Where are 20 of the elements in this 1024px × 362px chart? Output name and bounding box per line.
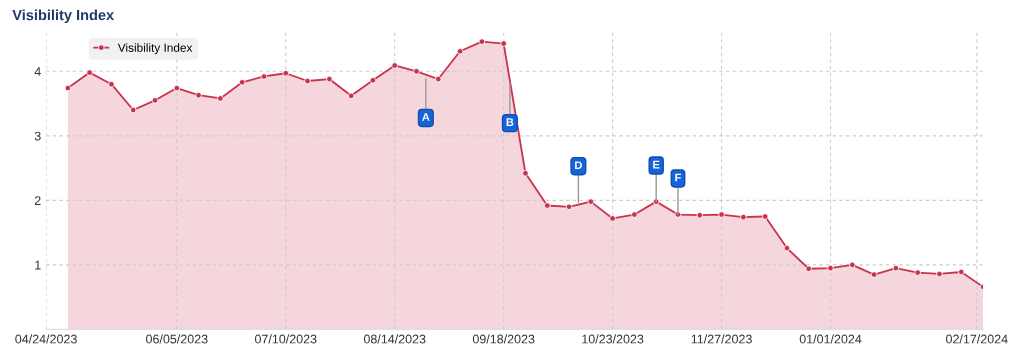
chart-title: Visibility Index bbox=[12, 9, 115, 24]
x-tick-label: 08/14/2023 bbox=[363, 334, 426, 344]
x-tick-label: 02/17/2024 bbox=[946, 334, 1008, 344]
x-tick-label: 07/10/2023 bbox=[254, 334, 317, 344]
annotation: B bbox=[506, 118, 514, 126]
legend-label: Visibility Index bbox=[117, 43, 193, 55]
y-tick-label: 3 bbox=[34, 131, 41, 141]
x-tick-label: 06/05/2023 bbox=[146, 334, 208, 344]
x-tick-label: 09/18/2023 bbox=[472, 334, 535, 344]
x-tick-label: 04/24/2023 bbox=[15, 334, 77, 344]
x-tick-label: 01/01/2024 bbox=[799, 334, 862, 344]
y-tick-label: 2 bbox=[34, 196, 41, 205]
annotation: E bbox=[653, 160, 660, 169]
x-tick-label: 11/27/2023 bbox=[691, 334, 752, 344]
y-tick-label: 4 bbox=[34, 67, 41, 76]
annotation: A bbox=[422, 113, 430, 121]
y-tick-label: 1 bbox=[35, 260, 41, 270]
annotation: F bbox=[675, 173, 681, 182]
annotation: D bbox=[575, 161, 582, 170]
x-tick-label: 10/23/2023 bbox=[582, 334, 644, 344]
